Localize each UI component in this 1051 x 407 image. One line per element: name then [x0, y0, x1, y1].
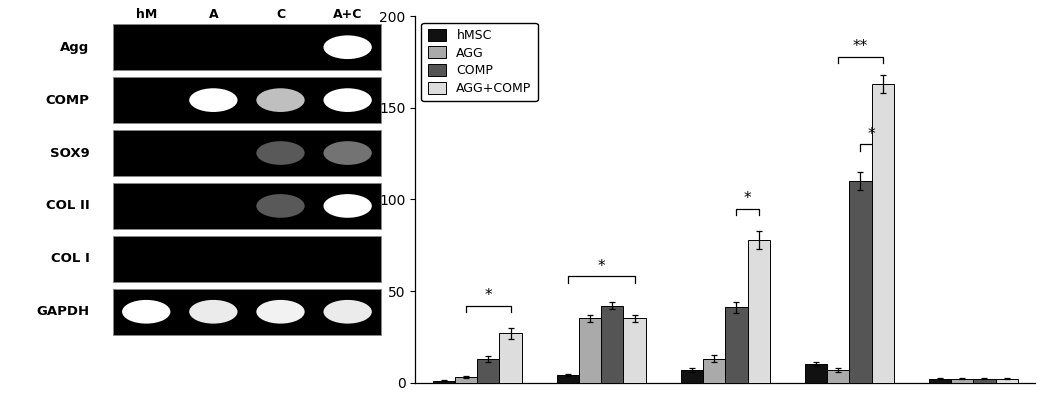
Bar [995, 379, 1017, 383]
Text: *: * [744, 191, 751, 206]
Ellipse shape [324, 141, 372, 165]
Bar [112, 130, 382, 176]
Text: A: A [208, 8, 219, 21]
Text: COMP: COMP [46, 94, 89, 107]
Text: *: * [597, 258, 605, 274]
Bar [601, 306, 623, 383]
Text: GAPDH: GAPDH [37, 305, 89, 318]
Bar [827, 370, 849, 383]
Bar [455, 377, 477, 383]
Bar [973, 379, 995, 383]
Bar [929, 379, 951, 383]
Bar [112, 289, 382, 335]
Text: C: C [276, 8, 285, 21]
Bar [433, 381, 455, 383]
Bar [499, 333, 521, 383]
Legend: hMSC, AGG, COMP, AGG+COMP: hMSC, AGG, COMP, AGG+COMP [421, 22, 538, 101]
Bar [725, 308, 747, 383]
Ellipse shape [122, 300, 170, 324]
Bar [747, 240, 769, 383]
Text: hM: hM [136, 8, 157, 21]
Bar [805, 364, 827, 383]
Bar [703, 359, 725, 383]
Bar [951, 379, 973, 383]
Bar [112, 236, 382, 282]
Text: *: * [868, 127, 875, 142]
Bar [112, 183, 382, 229]
Text: COL II: COL II [46, 199, 89, 212]
Ellipse shape [256, 141, 305, 165]
Bar [477, 359, 499, 383]
Bar [112, 24, 382, 70]
Ellipse shape [256, 88, 305, 112]
Bar [849, 181, 871, 383]
Ellipse shape [324, 88, 372, 112]
Ellipse shape [256, 194, 305, 218]
Bar [579, 318, 601, 383]
Bar [681, 370, 703, 383]
Ellipse shape [324, 300, 372, 324]
Ellipse shape [189, 300, 238, 324]
Bar [623, 318, 645, 383]
Bar [112, 77, 382, 123]
Text: Agg: Agg [60, 41, 89, 54]
Ellipse shape [324, 194, 372, 218]
Ellipse shape [256, 300, 305, 324]
Text: A+C: A+C [333, 8, 363, 21]
Text: **: ** [852, 39, 868, 54]
Text: SOX9: SOX9 [49, 147, 89, 160]
Ellipse shape [324, 35, 372, 59]
Text: COL I: COL I [50, 252, 89, 265]
Text: *: * [485, 288, 492, 303]
Ellipse shape [189, 88, 238, 112]
Bar [557, 375, 579, 383]
Bar [871, 84, 893, 383]
